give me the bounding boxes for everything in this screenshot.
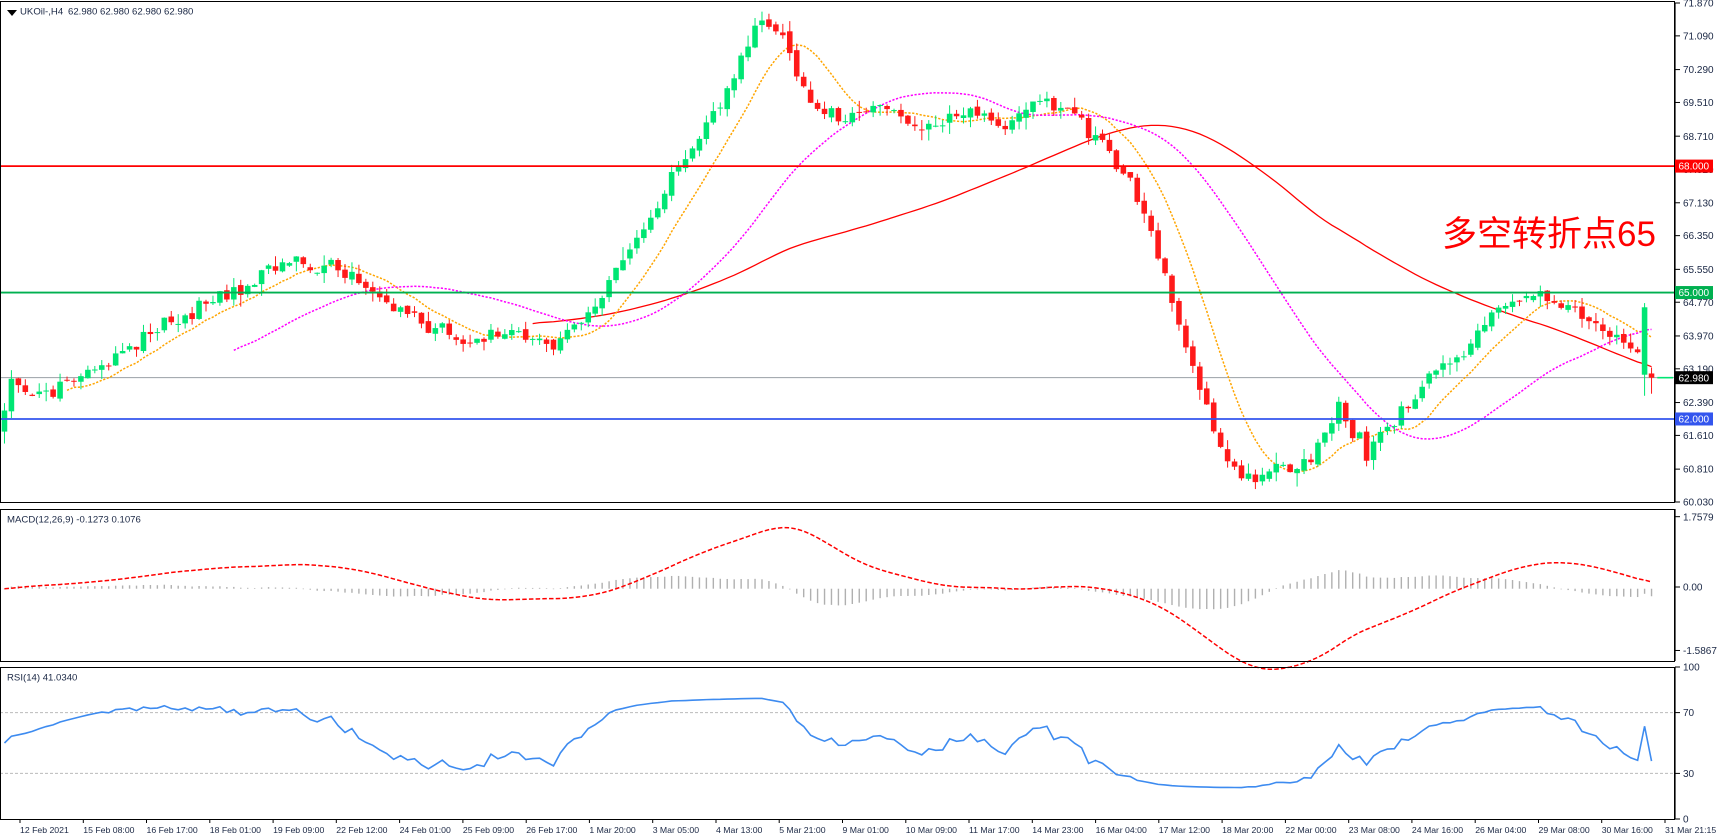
svg-text:5 Mar 21:00: 5 Mar 21:00 — [779, 825, 826, 835]
svg-text:4 Mar 13:00: 4 Mar 13:00 — [716, 825, 763, 835]
svg-text:17 Mar 12:00: 17 Mar 12:00 — [1159, 825, 1210, 835]
svg-text:26 Feb 17:00: 26 Feb 17:00 — [526, 825, 577, 835]
svg-text:14 Mar 23:00: 14 Mar 23:00 — [1032, 825, 1083, 835]
svg-text:71.870: 71.870 — [1683, 0, 1714, 10]
svg-text:MACD(12,26,9) -0.1273 0.1076: MACD(12,26,9) -0.1273 0.1076 — [7, 515, 141, 526]
svg-text:100: 100 — [1683, 663, 1700, 674]
svg-text:3 Mar 05:00: 3 Mar 05:00 — [653, 825, 700, 835]
svg-text:24 Mar 16:00: 24 Mar 16:00 — [1412, 825, 1463, 835]
svg-text:22 Mar 00:00: 22 Mar 00:00 — [1285, 825, 1336, 835]
svg-text:1 Mar 20:00: 1 Mar 20:00 — [589, 825, 636, 835]
svg-text:62.390: 62.390 — [1683, 398, 1714, 409]
svg-text:68.710: 68.710 — [1683, 132, 1714, 143]
svg-text:26 Mar 04:00: 26 Mar 04:00 — [1475, 825, 1526, 835]
svg-text:60.030: 60.030 — [1683, 498, 1714, 509]
svg-text:0.00: 0.00 — [1683, 583, 1703, 594]
svg-text:31 Mar 21:15: 31 Mar 21:15 — [1665, 825, 1716, 835]
svg-text:71.090: 71.090 — [1683, 31, 1714, 42]
svg-text:70: 70 — [1683, 708, 1695, 719]
svg-text:UKOil-,H4: UKOil-,H4 — [20, 7, 64, 18]
svg-text:67.130: 67.130 — [1683, 198, 1714, 209]
svg-text:0: 0 — [1683, 815, 1689, 826]
svg-text:24 Feb 01:00: 24 Feb 01:00 — [400, 825, 451, 835]
svg-text:65.550: 65.550 — [1683, 265, 1714, 276]
svg-text:18 Mar 20:00: 18 Mar 20:00 — [1222, 825, 1273, 835]
svg-text:1.7579: 1.7579 — [1683, 512, 1714, 523]
svg-text:9 Mar 01:00: 9 Mar 01:00 — [843, 825, 890, 835]
svg-text:70.290: 70.290 — [1683, 65, 1714, 76]
svg-text:62.980 62.980 62.980 62.980: 62.980 62.980 62.980 62.980 — [68, 7, 193, 18]
svg-text:64.770: 64.770 — [1683, 298, 1714, 309]
svg-text:66.350: 66.350 — [1683, 231, 1714, 242]
svg-text:29 Mar 08:00: 29 Mar 08:00 — [1539, 825, 1590, 835]
svg-text:65.000: 65.000 — [1679, 288, 1710, 299]
svg-text:16 Mar 04:00: 16 Mar 04:00 — [1096, 825, 1147, 835]
svg-text:25 Feb 09:00: 25 Feb 09:00 — [463, 825, 514, 835]
svg-text:63.970: 63.970 — [1683, 332, 1714, 343]
svg-text:23 Mar 08:00: 23 Mar 08:00 — [1349, 825, 1400, 835]
svg-text:68.000: 68.000 — [1679, 162, 1710, 173]
svg-text:30: 30 — [1683, 769, 1695, 780]
svg-text:RSI(14) 41.0340: RSI(14) 41.0340 — [7, 673, 77, 684]
svg-text:60.810: 60.810 — [1683, 465, 1714, 476]
svg-text:多空转折点65: 多空转折点65 — [1442, 215, 1656, 254]
svg-text:62.980: 62.980 — [1679, 373, 1710, 384]
svg-text:30 Mar 16:00: 30 Mar 16:00 — [1602, 825, 1653, 835]
svg-text:10 Mar 09:00: 10 Mar 09:00 — [906, 825, 957, 835]
svg-text:62.000: 62.000 — [1679, 415, 1710, 426]
svg-text:19 Feb 09:00: 19 Feb 09:00 — [273, 825, 324, 835]
svg-text:12 Feb 2021: 12 Feb 2021 — [20, 825, 69, 835]
svg-text:69.510: 69.510 — [1683, 98, 1714, 109]
svg-text:11 Mar 17:00: 11 Mar 17:00 — [969, 825, 1020, 835]
svg-text:22 Feb 12:00: 22 Feb 12:00 — [336, 825, 387, 835]
svg-text:61.610: 61.610 — [1683, 431, 1714, 442]
svg-text:16 Feb 17:00: 16 Feb 17:00 — [147, 825, 198, 835]
svg-text:15 Feb 08:00: 15 Feb 08:00 — [83, 825, 134, 835]
svg-text:18 Feb 01:00: 18 Feb 01:00 — [210, 825, 261, 835]
svg-text:-1.5867: -1.5867 — [1683, 646, 1717, 657]
